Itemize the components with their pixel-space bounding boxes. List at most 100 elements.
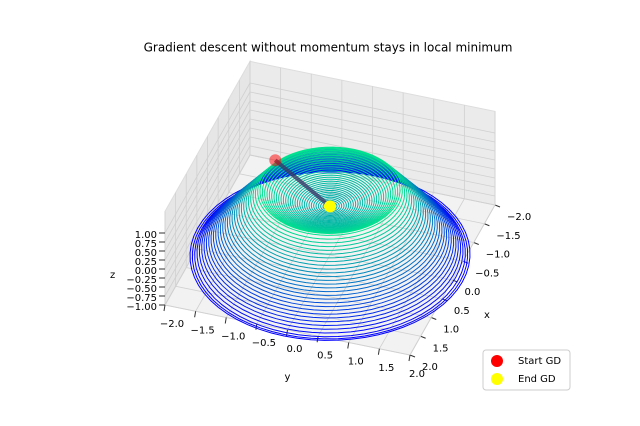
legend: Start GD End GD <box>482 349 571 391</box>
grid-line <box>164 82 496 234</box>
surface-ring <box>243 152 417 259</box>
z-tick-label: −0.25 <box>126 275 157 286</box>
y-tick-label: 0.5 <box>317 350 333 361</box>
tick-mark <box>484 223 490 227</box>
surface-ring <box>250 149 410 248</box>
tick-mark <box>409 354 416 358</box>
x-tick-label: 1.0 <box>443 325 459 336</box>
surface-ring <box>261 150 399 234</box>
panes <box>159 59 501 362</box>
surface-ring <box>285 172 375 228</box>
grid-line <box>164 91 496 243</box>
x-tick-label: −1.5 <box>496 231 520 242</box>
legend-marker <box>491 355 503 367</box>
surface-ring <box>194 171 466 338</box>
marks <box>269 154 336 213</box>
x-tick-label: −0.5 <box>475 268 499 279</box>
surface-ring <box>203 167 457 323</box>
surface-ring <box>217 162 443 300</box>
surface-ring <box>306 189 354 220</box>
tick-mark <box>316 336 319 343</box>
z-tick-label: 1.00 <box>135 230 157 241</box>
surface-ring <box>299 184 361 223</box>
surface-ring <box>236 154 424 270</box>
surface-ring <box>308 191 352 219</box>
surface-ring <box>294 180 366 225</box>
surface-ring <box>224 159 436 289</box>
grid-line <box>164 100 496 252</box>
z-tick-label: 0.00 <box>135 266 157 277</box>
legend-box <box>482 349 571 391</box>
tick-mark <box>194 311 197 318</box>
z-axis-label: z <box>110 270 115 281</box>
surface-ring <box>287 174 373 227</box>
surface-ring <box>201 168 459 326</box>
z-tick-label: 0.50 <box>135 248 157 259</box>
y-tick-label: −2.0 <box>160 319 184 330</box>
y-tick-label: −1.0 <box>221 332 245 343</box>
surface-ring <box>252 148 408 244</box>
x-axis-label: x <box>484 310 490 321</box>
trajectory <box>273 158 332 208</box>
z-tick-label: 0.75 <box>135 239 157 250</box>
x-tick-label: 0.0 <box>465 287 481 298</box>
surface-ring <box>278 166 382 230</box>
surface-ring <box>257 146 403 236</box>
surface-ring <box>282 170 378 229</box>
y-axis-label: y <box>285 372 291 383</box>
legend-items: Start GD End GD <box>491 355 561 385</box>
legend-label: End GD <box>518 374 556 385</box>
surface-ring <box>310 193 350 218</box>
surface-ring <box>301 186 359 222</box>
tick-mark <box>494 204 501 208</box>
surface-ring <box>289 176 371 227</box>
surface-ring <box>215 163 445 304</box>
surface-ring <box>280 168 380 230</box>
surface-ring <box>208 165 452 315</box>
surface-ring <box>320 199 340 213</box>
y-tick-label: 0.0 <box>287 344 303 355</box>
surface-ring <box>317 198 343 214</box>
tick-mark <box>431 317 437 320</box>
surface-ring <box>266 154 394 233</box>
surface-ring <box>275 164 385 231</box>
y-tick-label: 2.0 <box>409 369 425 380</box>
z-tick-label: −1.00 <box>126 302 157 313</box>
surface-ring <box>233 155 427 274</box>
x-tick-label: −2.0 <box>507 212 531 223</box>
y-tick-label: −1.5 <box>190 325 214 336</box>
z-tick-label: −0.50 <box>126 284 157 295</box>
tick-mark <box>347 342 350 349</box>
surface-ring <box>240 153 420 263</box>
z-tick-label: 0.25 <box>135 257 157 268</box>
legend-marker <box>491 373 503 385</box>
grid-line <box>164 127 496 279</box>
surface-ring <box>259 147 401 234</box>
surface-ring <box>315 196 345 215</box>
chart-title: Gradient descent without momentum stays … <box>144 41 513 55</box>
surface-ring <box>313 195 347 217</box>
grid-line <box>164 118 496 270</box>
tick-mark <box>473 242 479 245</box>
tick-mark <box>462 260 469 264</box>
tick-mark <box>420 335 426 339</box>
surface-ring <box>226 158 434 285</box>
x-tick-label: 2.0 <box>422 362 438 373</box>
point <box>269 154 282 167</box>
surface-ring <box>273 161 387 232</box>
surface-ring <box>268 157 392 233</box>
x-tick-label: 1.5 <box>433 343 449 354</box>
point <box>324 200 336 213</box>
x-tick-label: −1.0 <box>486 250 510 261</box>
tick-mark <box>163 304 166 312</box>
tick-mark <box>377 348 380 355</box>
legend-label: Start GD <box>518 356 561 367</box>
y-tick-label: 1.0 <box>348 357 364 368</box>
grid-line <box>164 109 496 261</box>
z-tick-label: −0.75 <box>126 293 157 304</box>
surface-ring <box>292 178 368 226</box>
tick-mark <box>224 317 227 324</box>
surface-ring <box>303 188 357 221</box>
surface-ring <box>271 159 389 232</box>
